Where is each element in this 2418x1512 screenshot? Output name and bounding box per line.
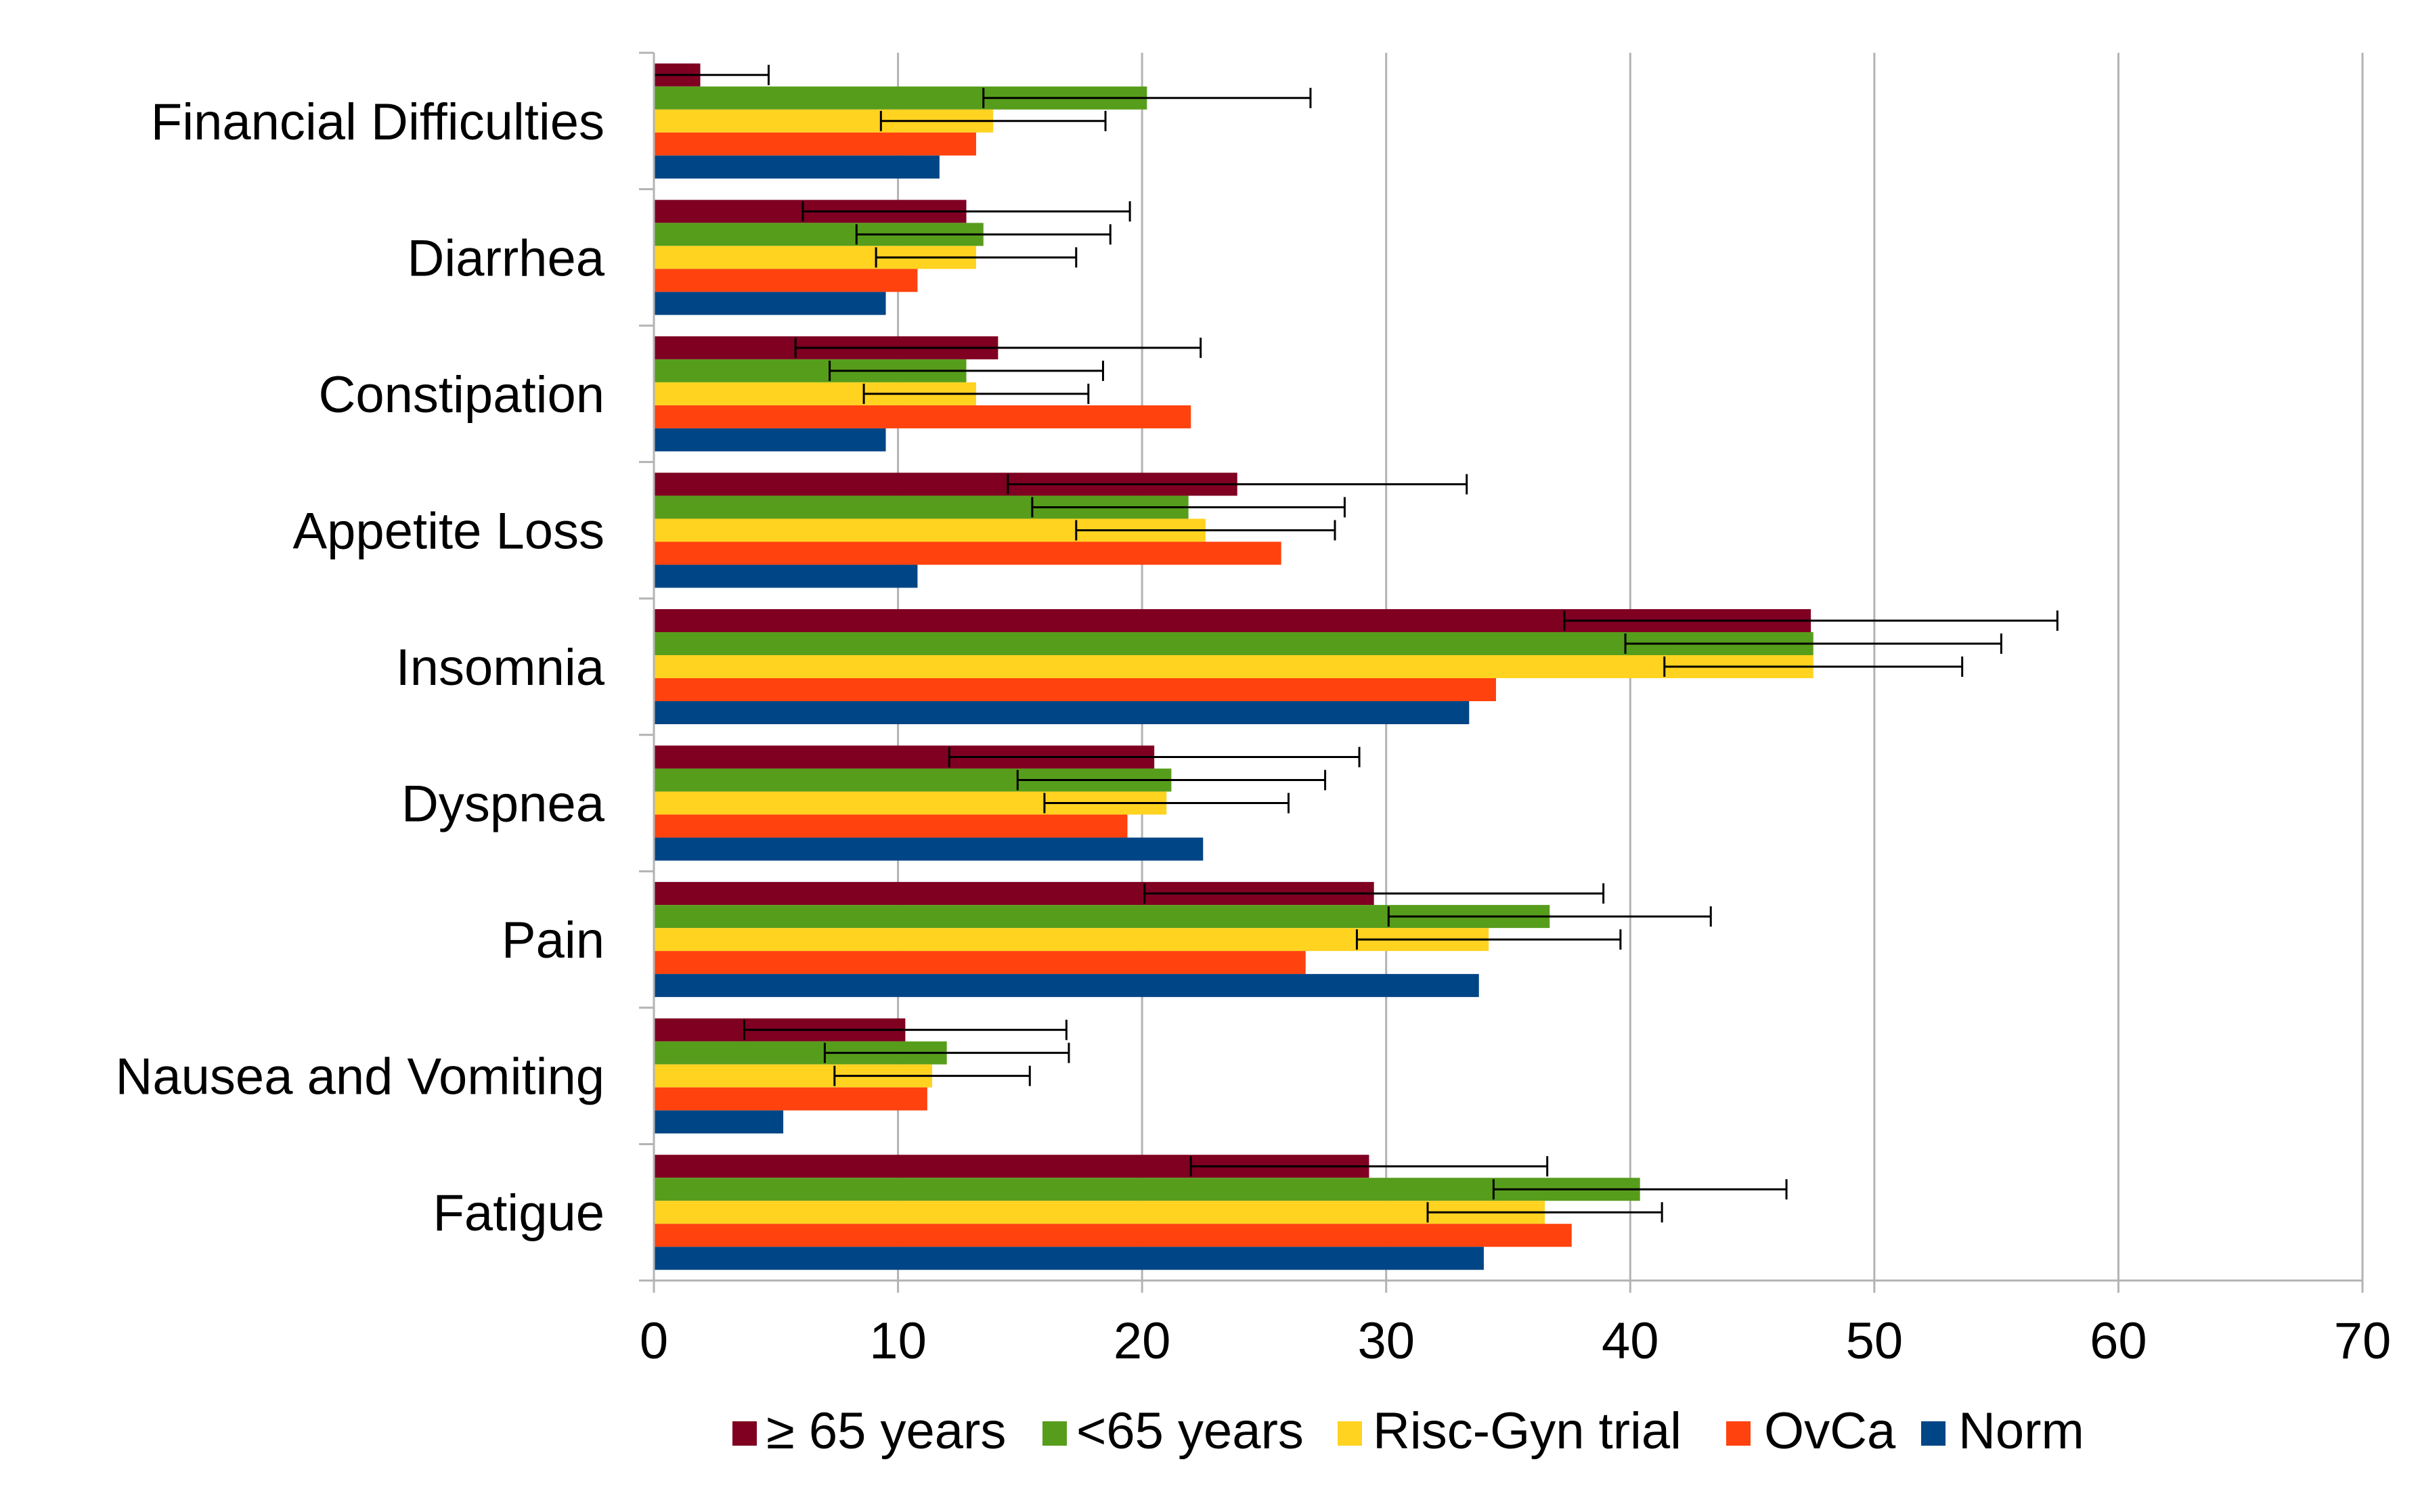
legend-label-series-4: Norm — [1958, 1402, 2084, 1460]
category-label-insomnia: Insomnia — [396, 639, 605, 696]
x-tick-label-70: 70 — [2334, 1312, 2392, 1370]
bar-series-2-cat-8 — [654, 1201, 1545, 1224]
bar-series-3-cat-1 — [654, 269, 918, 292]
bar-series-4-cat-4 — [654, 701, 1470, 724]
x-tick-label-20: 20 — [1114, 1312, 1171, 1370]
bar-series-1-cat-4 — [654, 632, 1814, 655]
bar-series-4-cat-6 — [654, 974, 1479, 998]
category-label-pain: Pain — [502, 912, 604, 969]
bar-series-3-cat-4 — [654, 678, 1496, 701]
x-tick-label-10: 10 — [869, 1312, 927, 1370]
category-label-fatigue: Fatigue — [433, 1184, 605, 1242]
category-label-appetite-loss: Appetite Loss — [292, 502, 604, 560]
category-label-nausea-and-vomiting: Nausea and Vomiting — [116, 1048, 604, 1106]
bar-series-4-cat-0 — [654, 155, 940, 179]
bar-series-2-cat-4 — [654, 655, 1814, 678]
legend-swatch-series-4 — [1921, 1421, 1946, 1446]
x-tick-label-40: 40 — [1602, 1312, 1659, 1370]
bar-series-3-cat-2 — [654, 405, 1191, 428]
bars — [654, 63, 1814, 1270]
legend-swatch-series-2 — [1338, 1421, 1362, 1446]
axis-labels: 0 10 20 30 40 50 60 70 Financial Difficulties Dia… — [116, 93, 2392, 1370]
legend-label-series-3: OvCa — [1764, 1402, 1896, 1460]
bar-series-4-cat-7 — [654, 1110, 784, 1134]
legend-swatch-series-3 — [1726, 1421, 1751, 1446]
bar-series-3-cat-0 — [654, 132, 976, 156]
category-label-diarrhea: Diarrhea — [408, 229, 605, 287]
bar-series-4-cat-8 — [654, 1247, 1484, 1270]
x-tick-label-30: 30 — [1357, 1312, 1415, 1370]
legend-label-series-2: Risc-Gyn trial — [1373, 1402, 1681, 1460]
bar-series-4-cat-5 — [654, 837, 1204, 861]
legend-label-series-0: ≥ 65 years — [766, 1402, 1006, 1460]
bar-series-4-cat-2 — [654, 428, 886, 451]
bar-series-2-cat-6 — [654, 928, 1489, 952]
bar-series-4-cat-1 — [654, 292, 886, 315]
x-tick-label-60: 60 — [2090, 1312, 2147, 1370]
x-tick-label-0: 0 — [640, 1312, 668, 1370]
category-label-constipation: Constipation — [319, 366, 605, 424]
bar-series-3-cat-3 — [654, 541, 1281, 565]
category-label-dyspnea: Dyspnea — [401, 776, 605, 833]
bar-series-3-cat-6 — [654, 951, 1306, 975]
bar-series-4-cat-3 — [654, 564, 918, 588]
x-tick-label-50: 50 — [1846, 1312, 1904, 1370]
legend: ≥ 65 years <65 years Risc-Gyn trial OvCa Nor… — [732, 1402, 2084, 1460]
legend-swatch-series-1 — [1042, 1421, 1067, 1446]
axes — [639, 51, 2364, 1293]
bar-series-3-cat-8 — [654, 1224, 1572, 1247]
bar-series-1-cat-8 — [654, 1178, 1640, 1201]
bar-series-3-cat-5 — [654, 814, 1128, 838]
category-label-financial-difficulties: Financial Difficulties — [151, 93, 604, 151]
error-bars — [653, 64, 2059, 1223]
bar-series-3-cat-7 — [654, 1087, 927, 1111]
legend-label-series-1: <65 years — [1076, 1402, 1304, 1460]
legend-swatch-series-0 — [732, 1421, 757, 1446]
